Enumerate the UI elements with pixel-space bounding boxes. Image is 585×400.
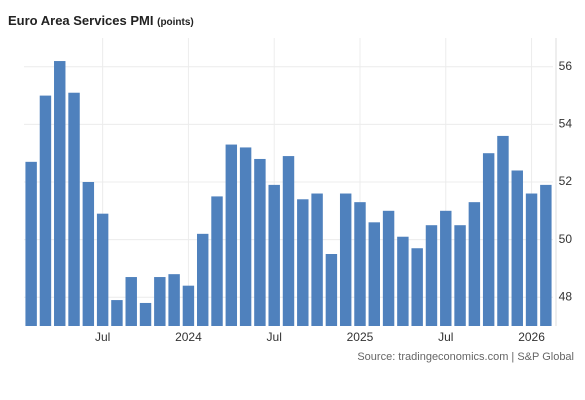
source: Source: tradingeconomics.com | S&P Globa…	[357, 351, 574, 363]
bar	[268, 184, 280, 326]
bar	[96, 213, 109, 326]
bar	[54, 61, 66, 326]
bar	[196, 233, 209, 326]
bar	[254, 158, 266, 326]
bar	[154, 277, 166, 326]
bar	[425, 225, 438, 326]
bar	[382, 210, 395, 326]
bar	[397, 236, 409, 326]
bar	[168, 274, 180, 326]
bar	[411, 248, 423, 326]
bar	[311, 193, 323, 326]
bar	[454, 225, 466, 326]
x-tick-label: 2026	[518, 330, 545, 344]
bar	[368, 222, 381, 326]
bar	[125, 277, 137, 326]
bar	[540, 184, 552, 326]
bar	[211, 196, 223, 326]
bar	[239, 147, 252, 326]
bar	[354, 202, 366, 326]
title-text: Euro Area Services PMI	[8, 13, 153, 28]
bar	[497, 135, 509, 326]
bar	[325, 254, 338, 326]
unit: (points)	[157, 17, 194, 28]
bar	[511, 170, 523, 326]
x-tick-label: Jul	[267, 330, 282, 344]
y-tick-label: 54	[559, 117, 573, 131]
bar	[468, 202, 481, 326]
bar	[282, 156, 295, 326]
x-tick-label: Jul	[438, 330, 453, 344]
x-tick-label: 2025	[347, 330, 374, 344]
bar	[111, 300, 123, 326]
y-tick-label: 52	[559, 174, 573, 188]
bar	[39, 95, 52, 326]
y-tick-label: 56	[559, 59, 573, 73]
bar	[482, 153, 495, 326]
bar	[139, 302, 152, 326]
bar	[440, 210, 452, 326]
y-tick-label: 50	[559, 232, 573, 246]
bar	[297, 199, 309, 326]
bar	[525, 193, 538, 326]
bar	[82, 182, 95, 326]
bar	[25, 161, 37, 326]
y-tick-label: 48	[559, 289, 573, 303]
bar	[68, 92, 80, 326]
bar	[339, 193, 352, 326]
x-tick-label: 2024	[175, 330, 202, 344]
bar	[225, 144, 238, 326]
bar	[182, 285, 195, 326]
chart-title: Euro Area Services PMI (points)	[8, 13, 194, 28]
x-tick-label: Jul	[95, 330, 110, 344]
